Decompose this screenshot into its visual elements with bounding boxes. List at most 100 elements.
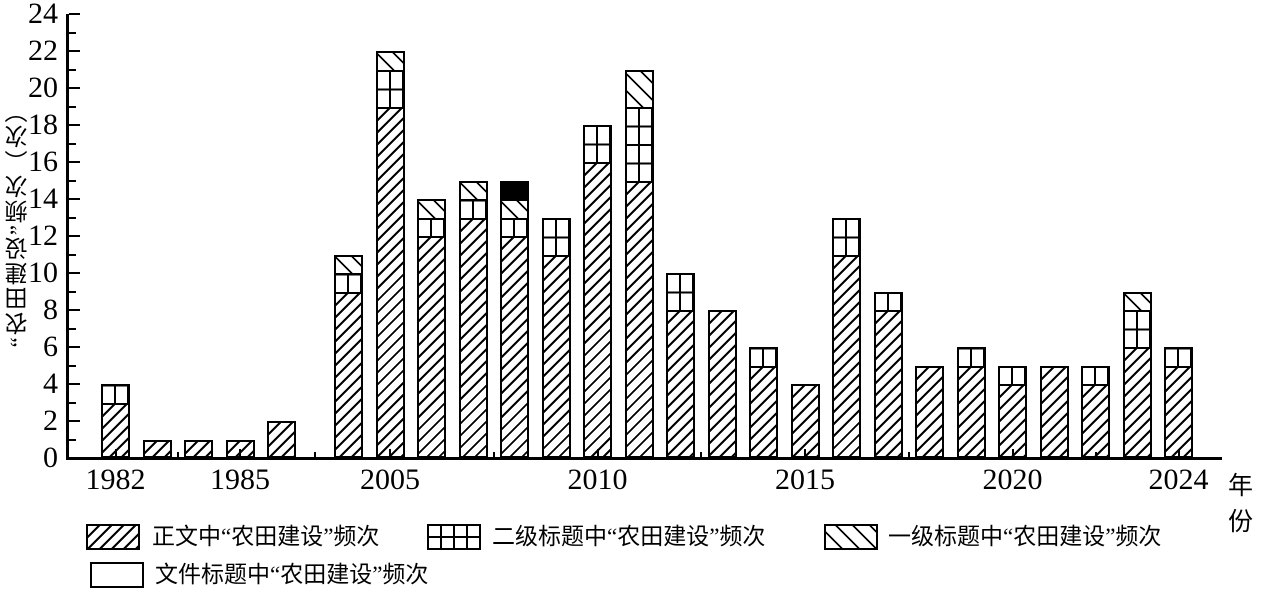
bar-segment xyxy=(375,106,405,458)
y-tick-label: 4 xyxy=(43,367,58,400)
x-tick-label: 1985 xyxy=(210,463,270,496)
bar-segment xyxy=(1122,291,1152,312)
x-tick xyxy=(114,449,117,458)
y-tick xyxy=(69,142,76,145)
y-axis-line xyxy=(66,14,69,460)
bar-segment xyxy=(375,51,405,72)
x-tick-label: 2015 xyxy=(775,463,835,496)
y-tick-label: 8 xyxy=(43,293,58,326)
y-tick xyxy=(69,420,80,422)
y-tick xyxy=(69,272,80,274)
bar-segment xyxy=(1081,365,1110,386)
y-tick xyxy=(69,179,76,182)
bar-segment xyxy=(624,106,654,183)
x-tick xyxy=(1177,449,1180,458)
legend-swatch-document-title-solid-icon xyxy=(90,562,144,588)
legend-swatch-level1-heading-hatch-icon xyxy=(824,524,878,550)
y-tick xyxy=(69,68,76,71)
y-tick xyxy=(69,50,80,52)
bar-segment xyxy=(956,347,986,368)
y-tick xyxy=(69,309,80,311)
y-tick-label: 16 xyxy=(28,145,58,178)
bar-segment xyxy=(458,217,488,458)
bar-segment xyxy=(624,69,654,109)
bar-segment xyxy=(334,273,363,294)
x-minor-tick xyxy=(492,452,495,458)
y-tick xyxy=(69,364,76,367)
bar-segment xyxy=(873,291,903,312)
bar-segment xyxy=(334,254,363,275)
bar-segment xyxy=(500,199,529,220)
y-tick xyxy=(69,235,80,237)
legend-label-document-title: 文件标题中“农田建设”频次 xyxy=(155,562,429,587)
y-tick xyxy=(69,105,76,108)
bar-segment xyxy=(334,291,363,458)
x-tick xyxy=(596,449,599,458)
bar-segment xyxy=(142,439,172,458)
bar-segment xyxy=(707,310,737,458)
x-tick-label: 2020 xyxy=(982,463,1043,496)
y-tick-label: 18 xyxy=(28,108,58,141)
x-tick-label: 2005 xyxy=(360,463,420,496)
x-minor-tick xyxy=(700,452,703,458)
y-tick xyxy=(69,31,76,34)
bar-segment xyxy=(1122,310,1152,349)
y-tick-label: 22 xyxy=(28,34,58,67)
x-tick-label: 1982 xyxy=(85,463,146,496)
legend-label-level2-heading: 二级标题中“农田建设”频次 xyxy=(492,524,766,549)
bar-segment xyxy=(500,180,529,201)
legend-swatch-body-text-hatch-icon xyxy=(86,524,140,550)
bar-segment xyxy=(375,69,405,109)
bar-segment xyxy=(1164,347,1193,368)
y-tick xyxy=(69,438,76,441)
bar-segment xyxy=(790,384,820,458)
bar-segment xyxy=(998,384,1027,458)
y-tick-label: 10 xyxy=(28,256,58,289)
bar-segment xyxy=(583,125,612,164)
bar-segment xyxy=(417,236,446,458)
bar-segment xyxy=(873,310,903,458)
x-minor-tick xyxy=(314,452,316,458)
bar-segment xyxy=(915,365,944,458)
bar-segment xyxy=(541,254,571,458)
x-tick-label: 2024 xyxy=(1148,463,1209,496)
bar-segment xyxy=(1164,365,1193,458)
bar-segment xyxy=(417,217,446,238)
bar-segment xyxy=(458,180,488,201)
bar-segment xyxy=(417,199,446,220)
y-tick-label: 24 xyxy=(28,0,58,30)
legend-label-level1-heading: 一级标题中“农田建设”频次 xyxy=(888,524,1162,549)
bar-segment xyxy=(749,365,778,458)
y-tick xyxy=(69,290,76,293)
x-tick xyxy=(804,449,806,458)
x-minor-tick xyxy=(907,452,910,458)
x-tick xyxy=(389,449,391,458)
bar-segment xyxy=(184,439,213,458)
bar-segment xyxy=(749,347,778,368)
y-tick xyxy=(69,13,80,15)
x-tick-label: 2010 xyxy=(567,463,628,496)
y-tick-label: 14 xyxy=(28,182,58,215)
bar-segment xyxy=(101,402,130,458)
bar-segment xyxy=(500,217,529,238)
bar-segment xyxy=(541,217,571,257)
bar-segment xyxy=(458,199,488,220)
x-axis-title: 年份 xyxy=(1228,473,1254,536)
y-tick xyxy=(69,253,76,256)
y-tick-label: 6 xyxy=(43,330,58,363)
y-tick-label: 20 xyxy=(28,71,58,104)
y-tick xyxy=(69,401,76,404)
x-minor-tick xyxy=(1094,452,1097,458)
y-tick xyxy=(69,383,80,385)
y-tick xyxy=(69,87,80,89)
y-tick xyxy=(69,327,76,330)
bar-segment xyxy=(267,421,296,458)
bar-segment xyxy=(666,273,695,312)
y-tick xyxy=(69,161,80,163)
x-tick xyxy=(239,449,241,458)
y-tick-label: 0 xyxy=(43,441,58,474)
